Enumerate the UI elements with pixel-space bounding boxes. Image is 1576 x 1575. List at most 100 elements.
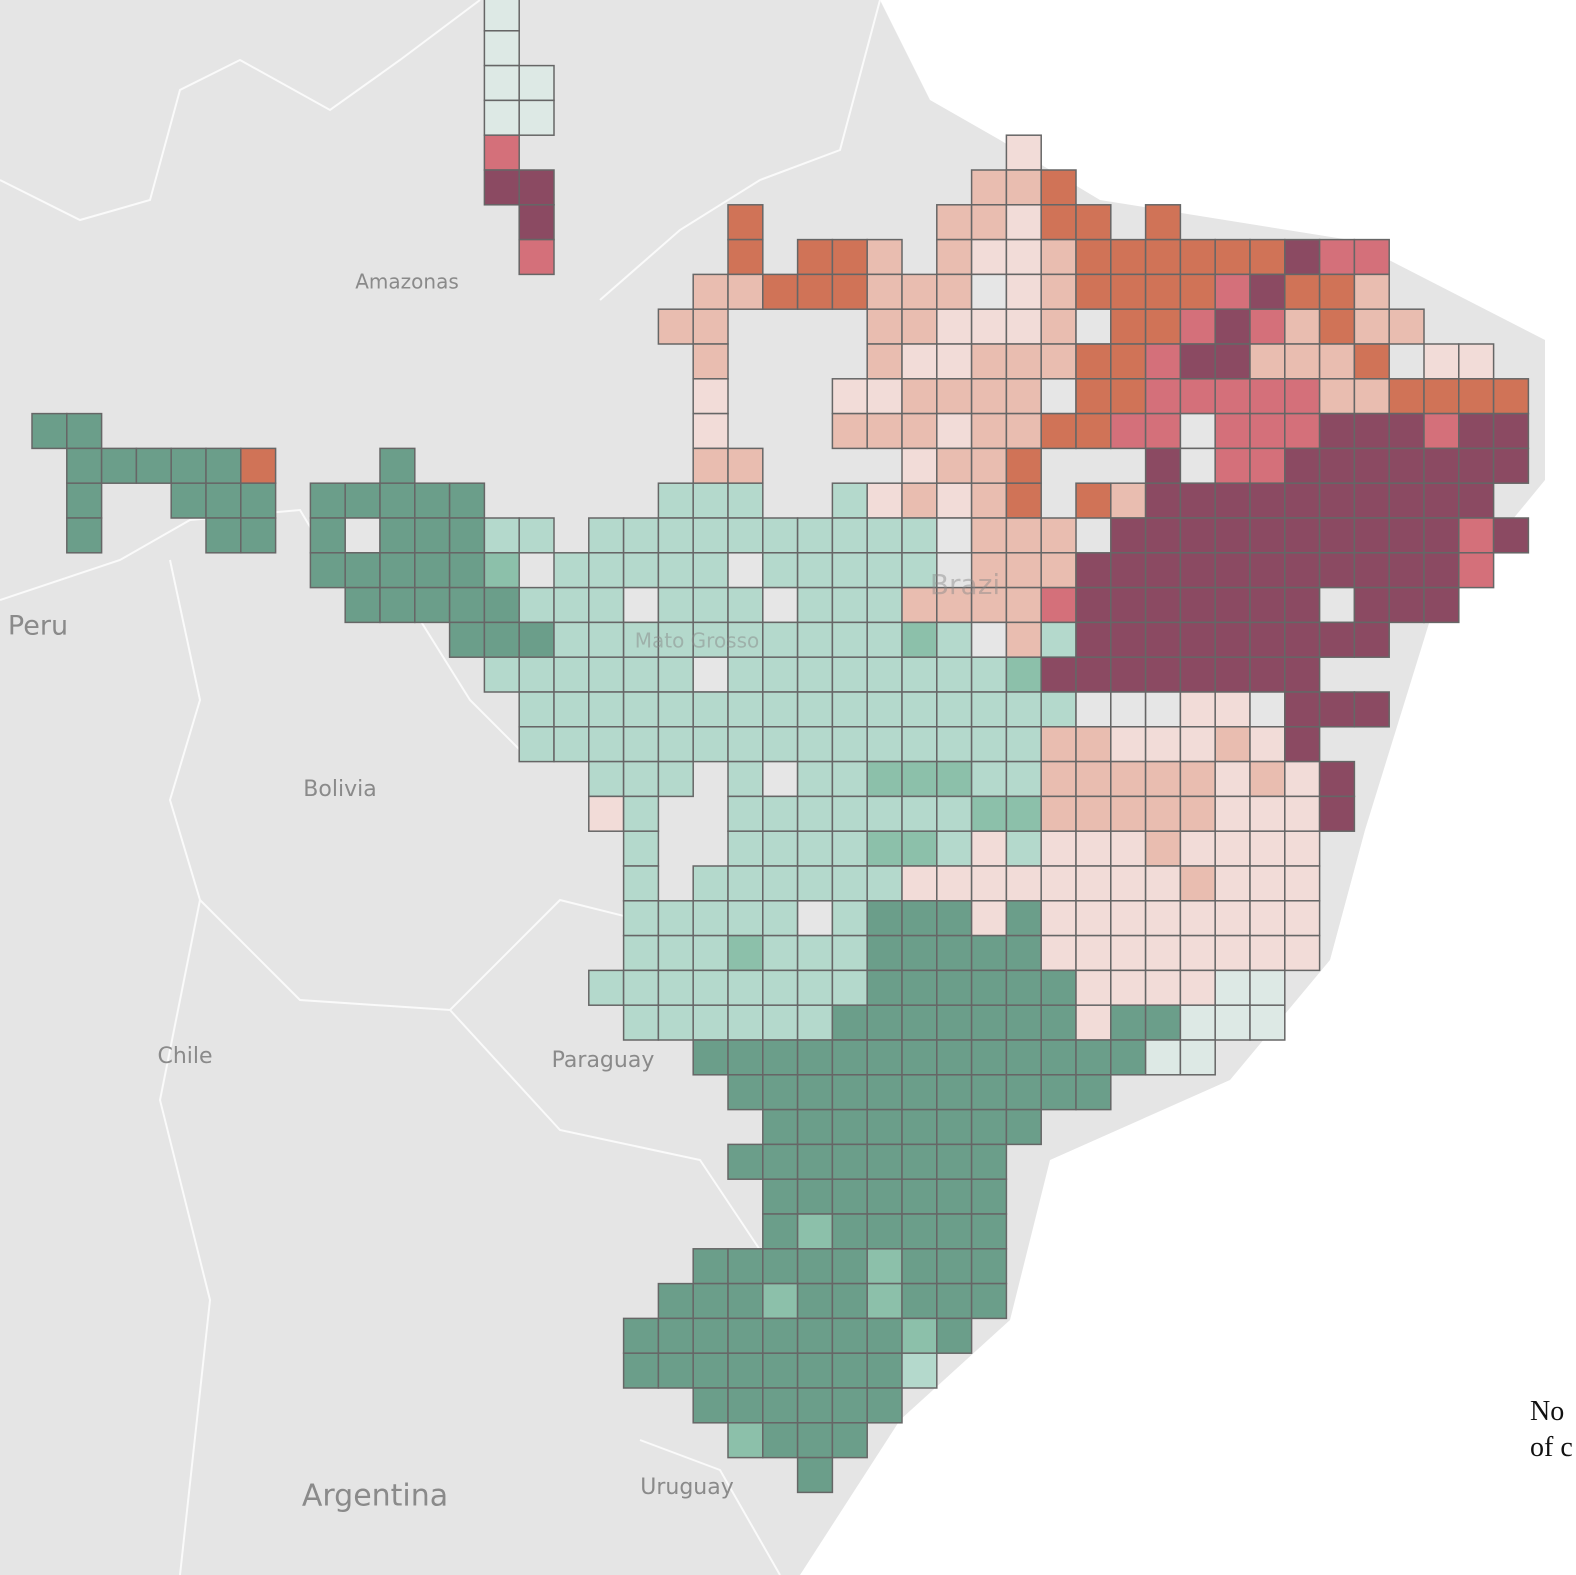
grid-cell	[901, 343, 938, 380]
grid-cell	[1249, 726, 1286, 763]
grid-cell	[1214, 273, 1251, 310]
grid-cell	[866, 238, 903, 276]
grid-cell	[1075, 273, 1112, 310]
grid-cell	[831, 517, 868, 554]
grid-cell	[1249, 830, 1286, 867]
grid-cell	[518, 238, 555, 276]
grid-cell	[1005, 482, 1042, 519]
grid-cell	[796, 691, 834, 728]
grid-cell	[936, 760, 973, 798]
grid-cell	[936, 412, 973, 450]
grid-cell	[1075, 343, 1112, 380]
grid-cell	[796, 1039, 834, 1076]
grid-cell	[831, 238, 868, 276]
grid-cell	[657, 308, 694, 345]
grid-cell	[796, 1456, 834, 1494]
grid-cell	[831, 552, 868, 589]
grid-cell	[762, 1282, 799, 1320]
grid-cell	[762, 691, 799, 728]
grid-cell	[1179, 552, 1216, 589]
grid-cell	[1040, 726, 1077, 763]
grid-cell	[1214, 1004, 1251, 1041]
grid-cell	[1110, 726, 1147, 763]
grid-cell	[518, 204, 555, 241]
grid-cell	[866, 308, 903, 345]
grid-cell	[622, 586, 660, 624]
grid-cell	[1144, 343, 1182, 380]
grid-cell	[518, 99, 555, 136]
grid-cell	[1005, 795, 1042, 832]
grid-cell	[1179, 1004, 1216, 1041]
grid-cell	[414, 482, 451, 519]
grid-cell	[1284, 412, 1321, 450]
grid-cell	[588, 656, 625, 693]
grid-cell	[936, 517, 973, 554]
grid-cell	[588, 586, 625, 624]
grid-cell	[692, 656, 729, 693]
grid-cell	[448, 482, 486, 519]
grid-cell	[692, 900, 729, 937]
grid-cell	[692, 726, 729, 763]
grid-cell	[866, 482, 903, 519]
grid-cell	[831, 656, 868, 693]
grid-cell	[1144, 204, 1182, 241]
grid-cell	[1110, 934, 1147, 972]
grid-cell	[1284, 238, 1321, 276]
grid-cell	[866, 412, 903, 450]
grid-cell	[1110, 969, 1147, 1006]
grid-cell	[727, 726, 764, 763]
grid-cell	[1249, 517, 1286, 554]
grid-cell	[1353, 482, 1390, 519]
grid-cell	[831, 1282, 868, 1320]
grid-cell	[1110, 1004, 1147, 1041]
grid-cell	[1005, 412, 1042, 450]
grid-cell	[1040, 760, 1077, 798]
country-label: Uruguay	[640, 1475, 734, 1500]
grid-cell	[1005, 726, 1042, 763]
grid-cell	[1284, 865, 1321, 902]
grid-cell	[1458, 517, 1495, 554]
grid-cell	[414, 552, 451, 589]
grid-cell	[1284, 621, 1321, 658]
grid-cell	[1075, 586, 1112, 624]
grid-cell	[622, 969, 660, 1006]
grid-cell	[1423, 447, 1460, 484]
grid-cell	[901, 969, 938, 1006]
grid-cell	[483, 586, 520, 624]
grid-cell	[1423, 517, 1460, 554]
grid-cell	[1110, 586, 1147, 624]
grid-cell	[970, 308, 1008, 345]
grid-cell	[1353, 308, 1390, 345]
grid-cell	[1144, 517, 1182, 554]
grid-cell	[344, 552, 381, 589]
grid-cell	[240, 482, 277, 519]
grid-cell	[936, 1178, 973, 1215]
grid-cell	[866, 969, 903, 1006]
grid-cell	[1353, 447, 1390, 484]
grid-cell	[1005, 552, 1042, 589]
grid-cell	[1284, 934, 1321, 972]
grid-cell	[970, 343, 1008, 380]
grid-cell	[1353, 378, 1390, 415]
grid-cell	[970, 969, 1008, 1006]
grid-cell	[970, 795, 1008, 832]
grid-cell	[1492, 412, 1530, 450]
grid-cell	[901, 900, 938, 937]
grid-cell	[831, 273, 868, 310]
grid-cell	[657, 760, 694, 798]
grid-cell	[901, 726, 938, 763]
grid-cell	[901, 1004, 938, 1041]
grid-cell	[1249, 378, 1286, 415]
grid-cell	[796, 238, 834, 276]
grid-cell	[1075, 1004, 1112, 1041]
grid-cell	[866, 934, 903, 972]
grid-cell	[970, 1248, 1008, 1285]
grid-cell	[1388, 447, 1425, 484]
region-label: Amazonas	[355, 270, 459, 294]
grid-cell	[1144, 621, 1182, 658]
grid-cell	[1179, 621, 1216, 658]
grid-cell	[1075, 726, 1112, 763]
grid-cell	[901, 795, 938, 832]
grid-cell	[901, 482, 938, 519]
grid-cell	[1318, 795, 1356, 832]
